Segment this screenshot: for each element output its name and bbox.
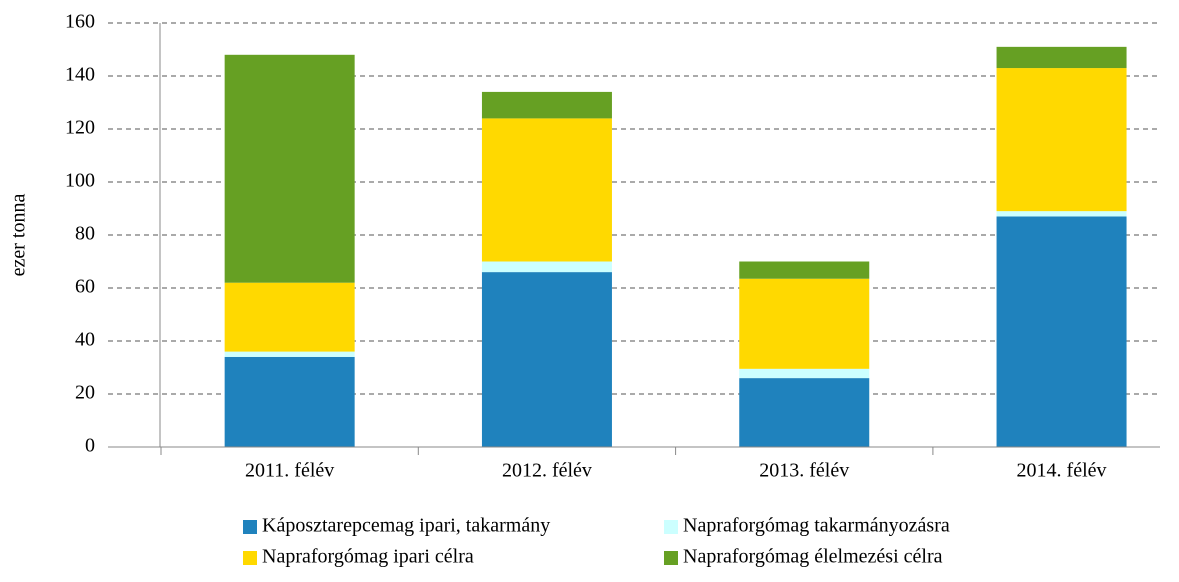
bar-segment — [481, 91, 612, 119]
bar-segment — [996, 46, 1127, 69]
bar-segment — [739, 368, 870, 379]
bar-segment — [996, 68, 1127, 212]
legend-swatch — [664, 520, 678, 534]
legend-label: Napraforgómag takarmányozásra — [683, 515, 950, 537]
legend-label: Napraforgómag élelmezési célra — [683, 546, 943, 568]
x-tick-label: 2013. félév — [759, 460, 849, 482]
bar-segment — [481, 261, 612, 273]
bar-segment — [224, 54, 355, 283]
legend-label: Káposztarepcemag ipari, takarmány — [262, 515, 550, 537]
bar-segment — [739, 261, 870, 279]
bar-segment — [224, 282, 355, 352]
y-tick-label: 0 — [85, 435, 95, 457]
y-tick-label: 60 — [75, 276, 95, 298]
y-axis-label: ezer tonna — [8, 194, 30, 277]
bar-segment — [996, 211, 1127, 217]
legend-swatch — [664, 551, 678, 565]
y-tick-label: 20 — [75, 382, 95, 404]
bar-segment — [224, 356, 355, 447]
y-tick-label: 100 — [65, 170, 95, 192]
bar-segment — [224, 351, 355, 357]
x-tick-label: 2012. félév — [502, 460, 592, 482]
x-tick-label: 2011. félév — [245, 460, 334, 482]
bar-segment — [481, 272, 612, 447]
y-tick-label: 120 — [65, 117, 95, 139]
y-tick-label: 40 — [75, 329, 95, 351]
y-tick-label: 80 — [75, 223, 95, 245]
bar-segment — [996, 216, 1127, 447]
y-tick-label: 160 — [65, 11, 95, 33]
x-tick-label: 2014. félév — [1017, 460, 1107, 482]
legend-label: Napraforgómag ipari célra — [262, 546, 474, 568]
bar-segment — [739, 378, 870, 447]
bar-segment — [481, 118, 612, 262]
bar-segment — [739, 278, 870, 369]
legend-swatch — [243, 520, 257, 534]
legend-swatch — [243, 551, 257, 565]
y-tick-label: 140 — [65, 64, 95, 86]
